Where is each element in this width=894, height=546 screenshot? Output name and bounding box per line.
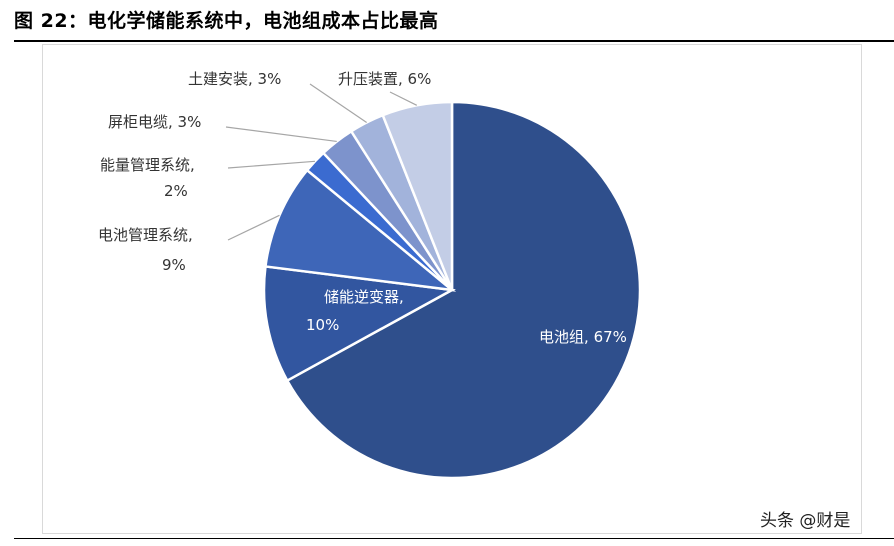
leader-line-5 [225,126,337,143]
slice-labels: 电池组, 67% 储能逆变器, 10% 电池管理系统, 9% 能量管理系统, 2% 屏柜电缆,… [98,70,627,346]
pie-slice-2 [262,265,456,383]
slice-label-2-line-1: 储能逆变器, [324,288,404,306]
leader-line-4 [227,160,315,169]
leader-lines [225,83,418,241]
leader-line-6 [309,83,367,123]
figure-title: 图 22：电化学储能系统中，电池组成本占比最高 [14,10,439,32]
leader-line-7 [389,91,418,106]
slice-label-1: 电池组, 67% [539,328,627,346]
pie-slices [262,100,642,480]
slice-label-4-line-2: 2% [164,182,188,200]
watermark: 头条 @财是 [760,511,851,531]
leader-line-3 [227,214,280,241]
pie-slice-1 [285,100,642,480]
slice-label-6: 土建安装, 3% [188,70,281,88]
slice-label-3-line-1: 电池管理系统, [98,226,193,244]
pie-slice-7 [381,100,454,291]
slice-label-5: 屏柜电缆, 3% [108,113,201,131]
slice-label-2-line-2: 10% [306,316,339,334]
slice-label-7: 升压装置, 6% [338,70,431,88]
slice-label-4-line-1: 能量管理系统, [100,156,195,174]
slice-label-3-line-2: 9% [162,256,186,274]
title-rule [14,40,894,42]
bottom-rule [14,538,894,539]
pie-slice-3 [264,168,457,292]
chart-frame [42,44,862,534]
